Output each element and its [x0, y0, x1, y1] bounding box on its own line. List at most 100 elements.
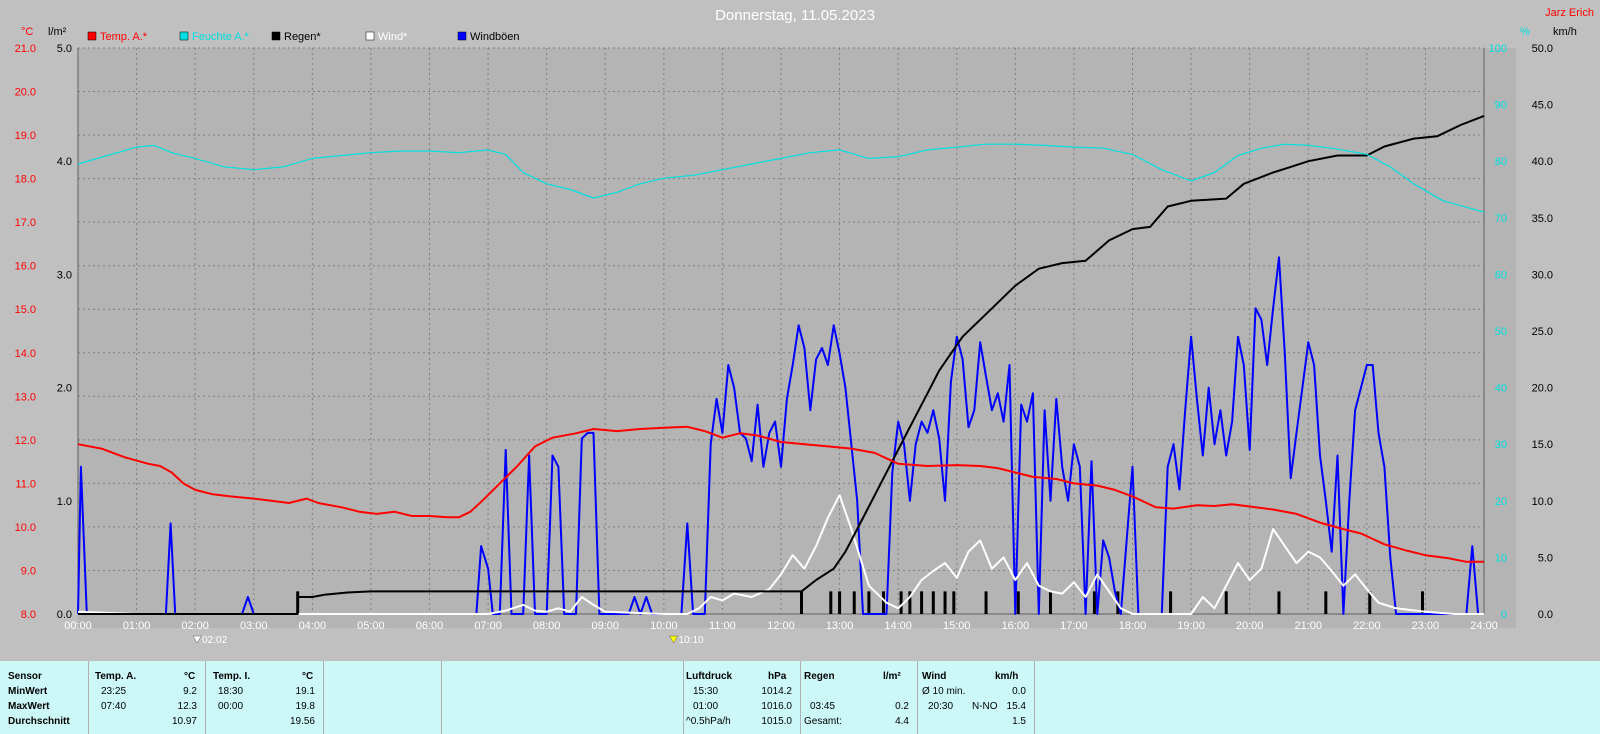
wind-unit-label: km/h	[1553, 26, 1577, 38]
x-tick-label: 11:00	[709, 620, 736, 632]
panel-divider	[88, 661, 89, 734]
time-marker-icon	[192, 635, 202, 644]
temp-i-min-value: 19.1	[295, 686, 315, 697]
x-tick-label: 15:00	[943, 620, 971, 632]
temp-i-avg-value: 19.56	[289, 716, 315, 727]
x-tick-label: 05:00	[357, 620, 385, 632]
pressure-unit: hPa	[768, 671, 787, 682]
rain-tick-label: 4.0	[57, 156, 72, 168]
rain-bar	[867, 591, 871, 614]
series-line-temp	[77, 425, 1484, 563]
wind-tick-label: 15.0	[1532, 439, 1553, 451]
temp-i-max-time: 00:00	[218, 701, 244, 712]
x-tick-label: 14:00	[884, 620, 912, 632]
x-tick-label: 17:00	[1060, 620, 1088, 632]
legend-label: Regen*	[284, 31, 321, 43]
rain-bar	[1016, 591, 1020, 614]
hum-tick-label: 0	[1501, 609, 1507, 621]
series-line-humidity	[77, 143, 1485, 213]
x-tick-label: 08:00	[533, 620, 561, 632]
pressure-max-value: 1016.0	[761, 701, 792, 712]
series-line-rain	[78, 114, 1485, 615]
hum-tick-label: 30	[1495, 439, 1507, 451]
x-tick-label: 21:00	[1294, 620, 1322, 632]
rain-bar	[1368, 591, 1372, 614]
rain-bar	[1324, 591, 1328, 614]
wind-unit: km/h	[995, 671, 1019, 682]
rain-tick-label: 1.0	[57, 496, 72, 508]
legend-swatch	[271, 31, 281, 41]
rain-bar	[899, 591, 903, 614]
series-line-gusts	[77, 256, 1480, 615]
panel-divider	[683, 661, 684, 734]
panel-divider	[1034, 661, 1035, 734]
rain-bar	[852, 591, 856, 614]
wind-tick-label: 50.0	[1532, 43, 1553, 55]
panel-divider	[800, 661, 801, 734]
x-tick-label: 23:00	[1412, 620, 1440, 632]
temp-a-header: Temp. A.	[95, 671, 137, 682]
temp-tick-label: 8.0	[21, 609, 36, 621]
temp-a-min-time: 23:25	[101, 686, 127, 697]
rain-bar	[882, 591, 886, 614]
time-marker-label: 02:02	[202, 635, 227, 646]
wind-header: Wind	[922, 671, 947, 682]
rain-tick-label: 5.0	[57, 43, 72, 55]
x-tick-label: 13:00	[826, 620, 854, 632]
x-tick-label: 22:00	[1353, 620, 1381, 632]
temp-i-min-time: 18:30	[218, 686, 244, 697]
x-tick-label: 24:00	[1470, 620, 1498, 632]
temp-tick-label: 16.0	[15, 261, 36, 273]
temp-tick-label: 10.0	[15, 522, 36, 534]
wind-max-value: 15.4	[1006, 701, 1026, 712]
temp-tick-label: 12.0	[15, 435, 36, 447]
panel-divider	[323, 661, 324, 734]
rain-bar	[952, 591, 956, 614]
author-label: Jarz Erich	[1545, 7, 1594, 19]
sensor-row-max: MaxWert	[8, 701, 50, 712]
x-tick-label: 10:00	[650, 620, 678, 632]
temp-unit-label: °C	[21, 26, 33, 38]
weather-chart: Donnerstag, 11.05.2023 Jarz Erich °C l/m…	[14, 7, 1594, 646]
temp-a-min-value: 9.2	[183, 686, 197, 697]
hum-tick-label: 20	[1495, 496, 1507, 508]
rain-max-time: 03:45	[810, 701, 836, 712]
rain-bar	[931, 591, 935, 614]
hum-tick-label: 10	[1495, 552, 1507, 564]
wind-max-time: 20:30	[928, 701, 954, 712]
legend-label: Temp. A.*	[100, 31, 148, 43]
time-marker-icon	[669, 635, 679, 644]
pressure-min-time: 15:30	[693, 686, 719, 697]
legend-swatch	[365, 31, 375, 41]
wind-tick-label: 40.0	[1532, 156, 1553, 168]
panel-divider	[441, 661, 442, 734]
temp-a-unit: °C	[184, 671, 196, 682]
rain-bar	[920, 591, 924, 614]
temp-i-header: Temp. I.	[213, 671, 251, 682]
summary-panel: Sensor MinWert MaxWert Durchschnitt Temp…	[0, 661, 1600, 734]
hum-tick-label: 70	[1495, 213, 1507, 225]
series-line-wind	[77, 494, 1484, 615]
temp-tick-label: 20.0	[15, 87, 36, 99]
rain-unit: l/m²	[883, 671, 901, 682]
wind-tick-label: 30.0	[1532, 269, 1553, 281]
pressure-min-value: 1014.2	[761, 686, 792, 697]
wind-tick-label: 35.0	[1532, 213, 1553, 225]
hum-unit-label: %	[1520, 26, 1530, 38]
x-tick-label: 03:00	[240, 620, 268, 632]
legend-label: Windböen	[470, 31, 520, 43]
legend-label: Feuchte A.*	[192, 31, 250, 43]
rain-bar	[984, 591, 988, 614]
rain-bar	[838, 591, 842, 614]
rain-tick-label: 2.0	[57, 383, 72, 395]
rain-total-label: Gesamt:	[804, 716, 842, 727]
rain-header: Regen	[804, 671, 835, 682]
x-tick-label: 06:00	[416, 620, 444, 632]
rain-bar	[943, 591, 947, 614]
rain-unit-label: l/m²	[48, 26, 67, 38]
legend-swatch	[179, 31, 189, 41]
temp-tick-label: 14.0	[15, 348, 36, 360]
x-tick-label: 20:00	[1236, 620, 1264, 632]
temp-tick-label: 21.0	[15, 43, 36, 55]
wind-avg-value: 1.5	[1012, 716, 1026, 727]
